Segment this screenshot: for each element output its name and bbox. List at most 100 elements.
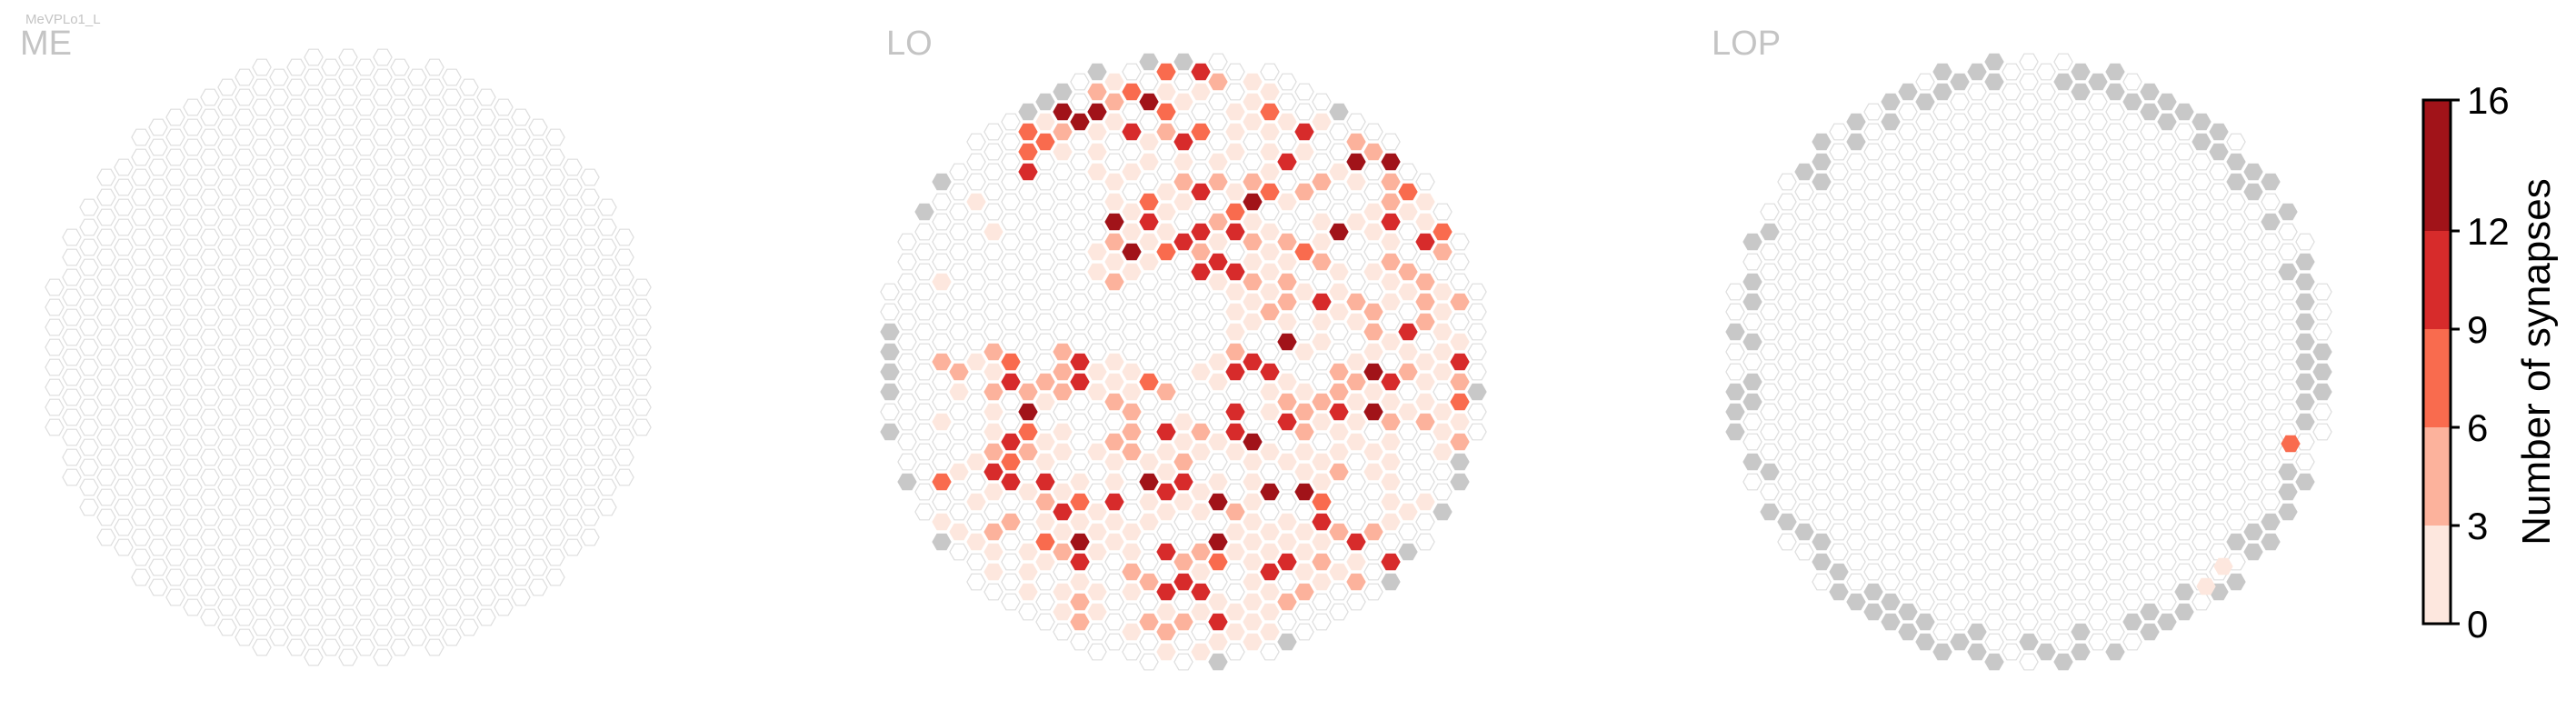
lop-column: [1915, 633, 1935, 651]
me-column: [355, 78, 375, 96]
lop-column: [2088, 313, 2108, 331]
lop-column: [2209, 323, 2229, 341]
me-column: [165, 328, 185, 346]
me-column: [321, 58, 341, 76]
lop-column: [2261, 513, 2281, 531]
lop-column: [2105, 103, 2125, 121]
me-column: [252, 398, 272, 416]
lo-column: [966, 573, 986, 591]
lo-column: [1398, 503, 1418, 521]
lo-column: [1018, 423, 1038, 441]
lo-column: [1450, 313, 1470, 331]
lop-column: [2053, 453, 2073, 471]
me-column: [580, 408, 600, 426]
lo-column: [1433, 363, 1453, 381]
me-column: [269, 468, 289, 486]
me-column: [390, 58, 410, 76]
lop-column: [1932, 83, 1952, 101]
lo-column: [897, 473, 917, 491]
lo-column: [1018, 203, 1038, 221]
lop-column: [1967, 63, 1987, 81]
me-column: [373, 468, 393, 486]
lop-column: [2071, 163, 2091, 181]
lo-column: [1208, 553, 1228, 571]
me-column: [459, 78, 479, 96]
lo-column: [1346, 213, 1366, 231]
me-column: [252, 578, 272, 596]
lo-column: [1277, 313, 1297, 331]
me-column: [476, 368, 496, 386]
me-column: [476, 188, 496, 206]
lop-column: [2278, 403, 2298, 421]
lop-column: [2002, 103, 2022, 121]
lop-column: [2019, 93, 2039, 111]
lop-column: [2174, 123, 2194, 141]
lop-column: [1794, 243, 1814, 261]
lop-column: [2312, 403, 2332, 421]
lop-column: [2019, 513, 2039, 531]
lo-column: [1139, 393, 1159, 411]
lo-column: [1139, 553, 1159, 571]
lo-column: [1156, 363, 1176, 381]
me-column: [235, 268, 255, 286]
lo-column: [1087, 103, 1107, 121]
me-column: [390, 218, 410, 236]
me-column: [528, 358, 548, 376]
lo-column: [1312, 593, 1332, 611]
me-column: [252, 258, 272, 276]
me-column: [62, 268, 82, 286]
lo-column: [1450, 373, 1470, 391]
lop-column: [1881, 613, 1901, 631]
lop-column: [1863, 383, 1883, 401]
lop-column: [1846, 573, 1866, 591]
lo-column: [1173, 333, 1193, 351]
lop-column: [1950, 293, 1970, 311]
me-column: [235, 468, 255, 486]
me-column: [321, 598, 341, 616]
lop-column: [1863, 163, 1883, 181]
lop-column: [2002, 323, 2022, 341]
lo-column: [983, 283, 1003, 301]
lop-column: [2036, 323, 2056, 341]
lop-column: [2140, 403, 2160, 421]
lo-column: [1070, 193, 1090, 211]
lo-column: [1070, 453, 1090, 471]
me-column: [476, 488, 496, 506]
lo-column: [914, 423, 934, 441]
me-column: [114, 178, 134, 196]
me-column: [286, 618, 306, 636]
lo-column: [1346, 273, 1366, 291]
lop-column: [2157, 153, 2177, 171]
me-column: [304, 348, 324, 366]
lo-column: [1156, 303, 1176, 321]
me-column: [338, 328, 358, 346]
me-column: [338, 508, 358, 526]
lo-column: [1294, 203, 1314, 221]
lo-column: [1294, 323, 1314, 341]
lop-column: [2174, 183, 2194, 201]
lop-column: [1881, 93, 1901, 111]
lo-column: [1312, 433, 1332, 451]
lo-column: [1243, 153, 1263, 171]
lop-column: [2243, 223, 2263, 241]
lop-column: [2088, 373, 2108, 391]
lop-column: [1794, 323, 1814, 341]
me-column: [407, 628, 427, 646]
lop-column: [1760, 503, 1780, 521]
lop-column: [2243, 203, 2263, 221]
lop-column: [2312, 343, 2332, 361]
lo-column: [1208, 313, 1228, 331]
lo-column: [1053, 163, 1073, 181]
lop-column: [2226, 453, 2246, 471]
lo-column: [1104, 413, 1124, 431]
me-column: [442, 368, 462, 386]
lop-column: [2140, 323, 2160, 341]
lo-column: [1312, 553, 1332, 571]
me-column: [511, 408, 531, 426]
lop-column: [2140, 203, 2160, 221]
lo-column: [949, 243, 969, 261]
lop-column: [2002, 583, 2022, 601]
lo-column: [1139, 193, 1159, 211]
lo-column: [1294, 283, 1314, 301]
me-column: [286, 558, 306, 576]
